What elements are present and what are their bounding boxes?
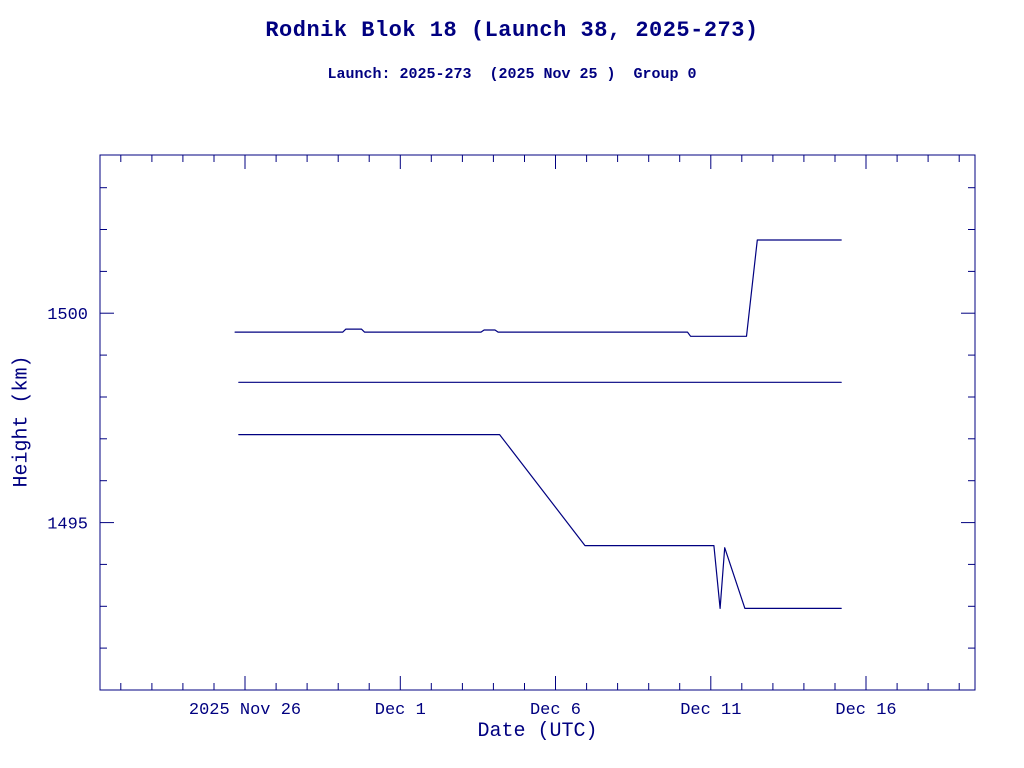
y-axis-label: Height (km)	[10, 355, 34, 488]
y-tick-label: 1500	[47, 306, 88, 325]
x-tick-label: Dec 1	[375, 701, 426, 720]
chart-title: Rodnik Blok 18 (Launch 38, 2025-273)	[265, 18, 759, 43]
series-object-1-upper	[234, 239, 842, 337]
y-tick-label: 1495	[47, 516, 88, 535]
x-tick-label: Dec 16	[835, 701, 896, 720]
x-tick-label: Dec 11	[680, 701, 741, 720]
chart-subtitle: Launch: 2025-273 (2025 Nov 25 ) Group 0	[327, 66, 697, 83]
plot-border	[99, 154, 976, 691]
series-object-3-lower	[238, 434, 842, 610]
x-tick-label: Dec 6	[530, 701, 581, 720]
x-tick-label: 2025 Nov 26	[189, 701, 301, 720]
x-axis-label: Date (UTC)	[477, 720, 598, 743]
